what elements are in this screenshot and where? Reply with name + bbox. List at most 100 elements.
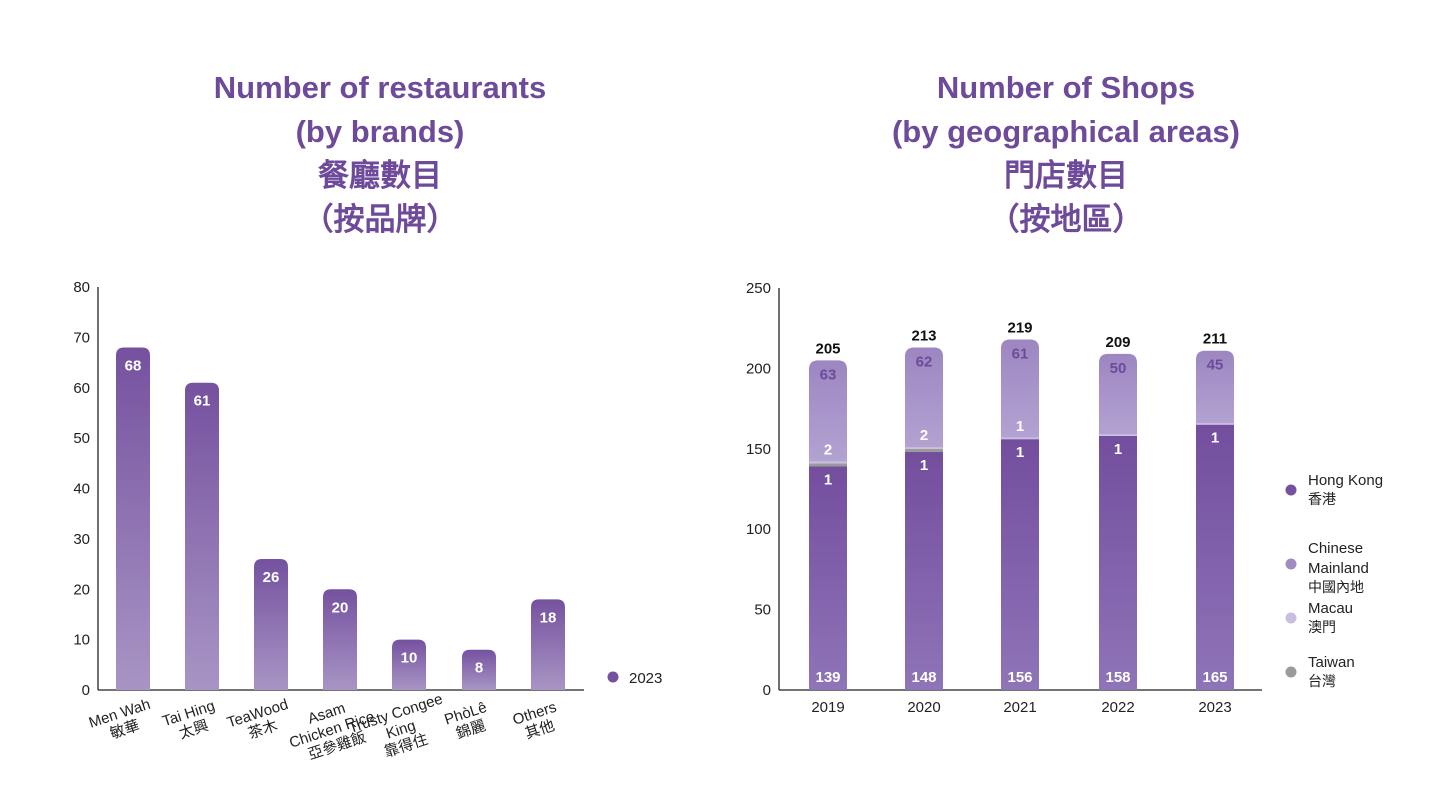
- shops-total-label: 209: [1105, 334, 1130, 351]
- shops-legend-label-en: Macau: [1308, 600, 1353, 617]
- shops-macau-value-label: 1: [920, 457, 928, 474]
- shops-bar-hong-kong: [905, 452, 943, 690]
- shops-legend-marker: [1285, 484, 1297, 496]
- restaurants-y-tick-label: 40: [73, 481, 90, 498]
- shops-bar-taiwan: [809, 463, 847, 467]
- restaurants-y-tick-label: 70: [73, 329, 90, 346]
- restaurants-y-tick-label: 60: [73, 380, 90, 397]
- restaurants-bar: [185, 382, 219, 690]
- shops-macau-value-label: 1: [824, 471, 832, 488]
- restaurants-bar: [323, 589, 357, 690]
- restaurants-bar: [531, 599, 565, 690]
- restaurants-title-line-3: 餐廳數目: [318, 158, 442, 194]
- shops-y-tick-label: 150: [746, 441, 771, 458]
- shops-title-line-2: (by geographical areas): [891, 114, 1240, 149]
- restaurants-bar-value-label: 20: [332, 599, 349, 616]
- restaurants-bar-value-label: 8: [475, 660, 483, 677]
- restaurants-legend-label: 2023: [629, 670, 662, 687]
- shops-total-label: 211: [1203, 331, 1227, 348]
- shops-legend-label-zh: 中國內地: [1308, 580, 1364, 596]
- shops-macau-value-label: 1: [1114, 441, 1122, 458]
- shops-x-tick-label: 2019: [811, 699, 844, 716]
- shops-legend-label-zh: 台灣: [1308, 674, 1336, 690]
- shops-legend-item: Macau 澳門: [1285, 600, 1353, 636]
- shops-bar-macau: [809, 461, 847, 464]
- shops-stacked-bar-chart: 0501001502002501396320520192114862213202…: [746, 280, 1383, 716]
- restaurants-bar-value-label: 26: [263, 569, 280, 586]
- shops-y-tick-label: 0: [763, 682, 771, 699]
- shops-legend-label-zh: 澳門: [1308, 620, 1336, 636]
- shops-chinese-mainland-value-label: 61: [1012, 345, 1029, 362]
- shops-hong-kong-value-label: 158: [1105, 669, 1130, 686]
- shops-title-line-1: Number of Shops: [936, 70, 1196, 105]
- shops-bar-hong-kong: [809, 466, 847, 690]
- shops-bar-hong-kong: [1196, 424, 1234, 690]
- shops-legend-label-en: Chinese: [1308, 540, 1363, 557]
- restaurants-legend-marker: [607, 671, 619, 683]
- shops-taiwan-value-label: 1: [1016, 418, 1024, 435]
- shops-chinese-mainland-value-label: 50: [1110, 360, 1127, 377]
- restaurants-y-tick-label: 80: [73, 279, 90, 296]
- restaurants-y-tick-label: 30: [73, 531, 90, 548]
- shops-x-tick-label: 2020: [907, 699, 940, 716]
- restaurants-title-line-2: (by brands): [295, 114, 465, 149]
- shops-bar-taiwan: [905, 448, 943, 453]
- shops-y-tick-label: 250: [746, 280, 771, 297]
- shops-bar-chinese-mainland: [905, 347, 943, 448]
- shops-hong-kong-value-label: 165: [1202, 669, 1227, 686]
- shops-bar-hong-kong: [1099, 435, 1137, 690]
- restaurants-bar-value-label: 18: [540, 609, 557, 626]
- shops-taiwan-value-label: 2: [920, 427, 928, 444]
- shops-x-tick-label: 2023: [1198, 699, 1231, 716]
- shops-bar-macau: [1099, 434, 1137, 436]
- shops-macau-value-label: 1: [1211, 430, 1219, 447]
- restaurants-bar-value-label: 10: [401, 650, 418, 667]
- shops-legend-label-en: Hong Kong: [1308, 472, 1383, 489]
- shops-total-label: 213: [911, 327, 936, 344]
- shops-taiwan-value-label: 2: [824, 441, 832, 458]
- restaurants-title-line-4: （按品牌）: [302, 202, 458, 238]
- shops-hong-kong-value-label: 148: [911, 669, 936, 686]
- restaurants-y-tick-label: 10: [73, 632, 90, 649]
- shops-x-tick-label: 2022: [1101, 699, 1134, 716]
- shops-bar-chinese-mainland: [809, 360, 847, 462]
- shops-chinese-mainland-value-label: 62: [916, 353, 933, 370]
- restaurants-title-line-1: Number of restaurants: [213, 70, 547, 105]
- shops-bar-chinese-mainland: [1196, 350, 1234, 424]
- shops-legend-label-zh: 香港: [1308, 492, 1336, 508]
- shops-x-tick-label: 2021: [1003, 699, 1036, 716]
- shops-y-tick-label: 100: [746, 521, 771, 538]
- restaurants-bar-value-label: 61: [194, 393, 211, 410]
- restaurants-bar: [392, 639, 426, 690]
- shops-macau-value-label: 1: [1016, 444, 1024, 461]
- shops-chart-title: Number of Shops (by geographical areas) …: [806, 66, 1326, 242]
- shops-hong-kong-value-label: 156: [1007, 669, 1032, 686]
- shops-title-line-4: （按地區）: [988, 202, 1144, 238]
- shops-legend-item: Chinese Mainland 中國內地: [1285, 540, 1369, 596]
- shops-bar-macau: [905, 447, 943, 449]
- shops-total-label: 219: [1007, 319, 1032, 336]
- restaurants-y-tick-label: 50: [73, 430, 90, 447]
- shops-legend-marker: [1285, 612, 1297, 624]
- shops-total-label: 205: [815, 340, 840, 357]
- shops-chinese-mainland-value-label: 63: [820, 366, 837, 383]
- shops-chinese-mainland-value-label: 45: [1207, 357, 1224, 374]
- restaurants-bar: [254, 559, 288, 690]
- restaurants-y-tick-label: 20: [73, 581, 90, 598]
- shops-legend-label-en: Taiwan: [1308, 654, 1355, 671]
- shops-legend-item: Taiwan 台灣: [1285, 654, 1355, 690]
- shops-hong-kong-value-label: 139: [815, 669, 840, 686]
- restaurants-y-tick-label: 0: [82, 682, 90, 699]
- shops-bar-hong-kong: [1001, 439, 1039, 690]
- shops-legend-marker: [1285, 558, 1297, 570]
- restaurants-bar: [116, 347, 150, 690]
- shops-legend-item: Hong Kong 香港: [1285, 472, 1383, 508]
